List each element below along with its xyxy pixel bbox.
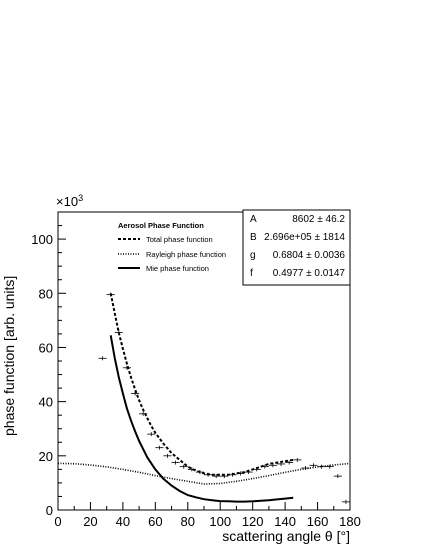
data-point xyxy=(131,391,140,396)
x-tick-label: 80 xyxy=(181,514,195,529)
legend: Aerosol Phase Function Total phase funct… xyxy=(118,221,226,273)
x-tick-label: 60 xyxy=(148,514,162,529)
data-point xyxy=(98,356,107,361)
x-tick-label: 100 xyxy=(209,514,231,529)
data-point xyxy=(333,474,342,479)
stats-value-b: 2.696e+05 ± 1814 xyxy=(264,232,345,243)
data-point xyxy=(293,457,302,462)
data-point xyxy=(252,467,261,472)
data-point xyxy=(187,467,196,472)
data-point xyxy=(195,470,204,475)
data-point xyxy=(122,365,131,370)
data-point xyxy=(236,471,245,476)
data-point xyxy=(244,470,253,475)
stats-name-f: f xyxy=(250,268,253,279)
stats-value-a: 8602 ± 46.2 xyxy=(292,214,345,225)
data-point xyxy=(139,411,148,416)
x-tick-label: 160 xyxy=(307,514,329,529)
stats-value-f: 0.4977 ± 0.0147 xyxy=(273,268,346,279)
data-point xyxy=(179,464,188,469)
legend-label-rayleigh: Rayleigh phase function xyxy=(146,250,226,259)
data-point xyxy=(341,499,350,504)
stats-value-g: 0.6804 ± 0.0036 xyxy=(273,250,346,261)
x-tick-label: 140 xyxy=(274,514,296,529)
data-point xyxy=(260,464,269,469)
data-point xyxy=(309,463,318,468)
data-point xyxy=(171,460,180,465)
series-layer xyxy=(57,293,351,503)
series-line-0 xyxy=(109,293,294,476)
legend-title: Aerosol Phase Function xyxy=(118,221,204,230)
series-line-2 xyxy=(109,335,294,503)
legend-label-mie: Mie phase function xyxy=(146,264,209,273)
data-points-layer xyxy=(98,292,350,504)
x-tick-label: 180 xyxy=(339,514,361,529)
data-point xyxy=(114,330,123,335)
legend-label-total: Total phase function xyxy=(146,235,213,244)
stats-name-a: A xyxy=(250,214,257,225)
data-point xyxy=(301,466,310,471)
data-point xyxy=(285,460,294,465)
y-tick-label: 60 xyxy=(39,340,53,355)
y-tick-label: 40 xyxy=(39,395,53,410)
y-tick-label: 80 xyxy=(39,286,53,301)
data-point xyxy=(220,474,229,479)
series-line-1 xyxy=(57,462,351,485)
data-point xyxy=(155,445,164,450)
stats-name-g: g xyxy=(250,250,256,261)
data-point xyxy=(212,474,221,479)
data-point xyxy=(268,463,277,468)
y-axis: 0 20 40 60 80 100 xyxy=(31,225,66,518)
data-point xyxy=(317,464,326,469)
y-tick-label: 0 xyxy=(46,503,53,518)
data-point xyxy=(204,472,213,477)
x-tick-label: 40 xyxy=(116,514,130,529)
data-point xyxy=(106,292,115,297)
fit-stats-box: A 8602 ± 46.2 B 2.696e+05 ± 1814 g 0.680… xyxy=(242,209,351,286)
x-tick-label: 120 xyxy=(242,514,264,529)
y-axis-title: phase function [arb. units] xyxy=(1,276,17,436)
data-point xyxy=(147,432,156,437)
y-tick-label: 100 xyxy=(31,232,53,247)
data-point xyxy=(325,464,334,469)
data-point xyxy=(228,472,237,477)
stats-name-b: B xyxy=(250,232,257,243)
y-tick-label: 20 xyxy=(39,449,53,464)
x-tick-label: 20 xyxy=(83,514,97,529)
x-axis: 0 20 40 60 80 100 120 140 160 180 xyxy=(54,502,361,529)
x-tick-label: 0 xyxy=(54,514,61,529)
y-axis-exponent-label: ×103 xyxy=(56,193,83,209)
stats-box-frame xyxy=(242,209,351,286)
data-point xyxy=(277,461,286,466)
data-point xyxy=(163,453,172,458)
x-axis-title: scattering angle θ [°] xyxy=(222,528,350,544)
